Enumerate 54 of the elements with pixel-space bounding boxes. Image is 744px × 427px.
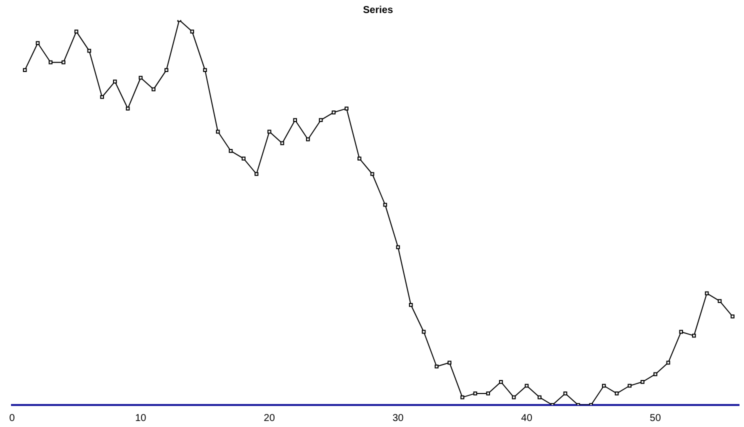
point: [422, 330, 426, 334]
point: [164, 68, 168, 72]
point: [473, 392, 478, 396]
point: [460, 395, 464, 400]
point: [318, 118, 323, 122]
x-tick-label: 40: [521, 412, 533, 424]
point: [293, 118, 297, 122]
point: [602, 384, 606, 388]
point: [332, 110, 336, 114]
point: [704, 291, 709, 296]
point: [563, 392, 568, 396]
x-tick-label: 30: [392, 412, 404, 424]
point: [653, 372, 658, 376]
point: [730, 314, 734, 318]
chart-title: Series: [362, 4, 394, 16]
point: [62, 60, 66, 64]
point: [486, 392, 490, 396]
x-tick-label: 0: [9, 412, 16, 424]
point: [679, 330, 684, 334]
point: [434, 364, 439, 368]
point: [614, 392, 619, 396]
point: [499, 380, 503, 384]
point: [190, 30, 194, 34]
point: [408, 302, 413, 307]
point: [100, 95, 104, 99]
point: [254, 172, 258, 176]
point: [267, 130, 272, 134]
x-tick-label: 10: [135, 412, 147, 424]
point: [306, 137, 310, 142]
point: [152, 87, 156, 92]
point: [48, 60, 53, 64]
point: [718, 299, 722, 303]
point: [692, 334, 696, 338]
point: [666, 360, 670, 365]
point: [358, 156, 362, 161]
point: [538, 395, 542, 400]
point: [74, 30, 78, 34]
x-tick-label: 20: [264, 412, 276, 424]
point: [448, 360, 452, 365]
point: [370, 172, 374, 176]
point: [203, 68, 207, 72]
point: [113, 80, 117, 84]
point: [36, 41, 40, 46]
point: [640, 380, 644, 384]
point: [242, 156, 246, 161]
point: [383, 202, 388, 207]
point: [22, 68, 27, 72]
point: [396, 245, 400, 250]
point: [126, 106, 130, 110]
point: [628, 384, 632, 388]
point: [216, 130, 220, 134]
point: [228, 148, 233, 153]
point: [344, 106, 348, 110]
x-tick-label: 50: [650, 412, 662, 424]
